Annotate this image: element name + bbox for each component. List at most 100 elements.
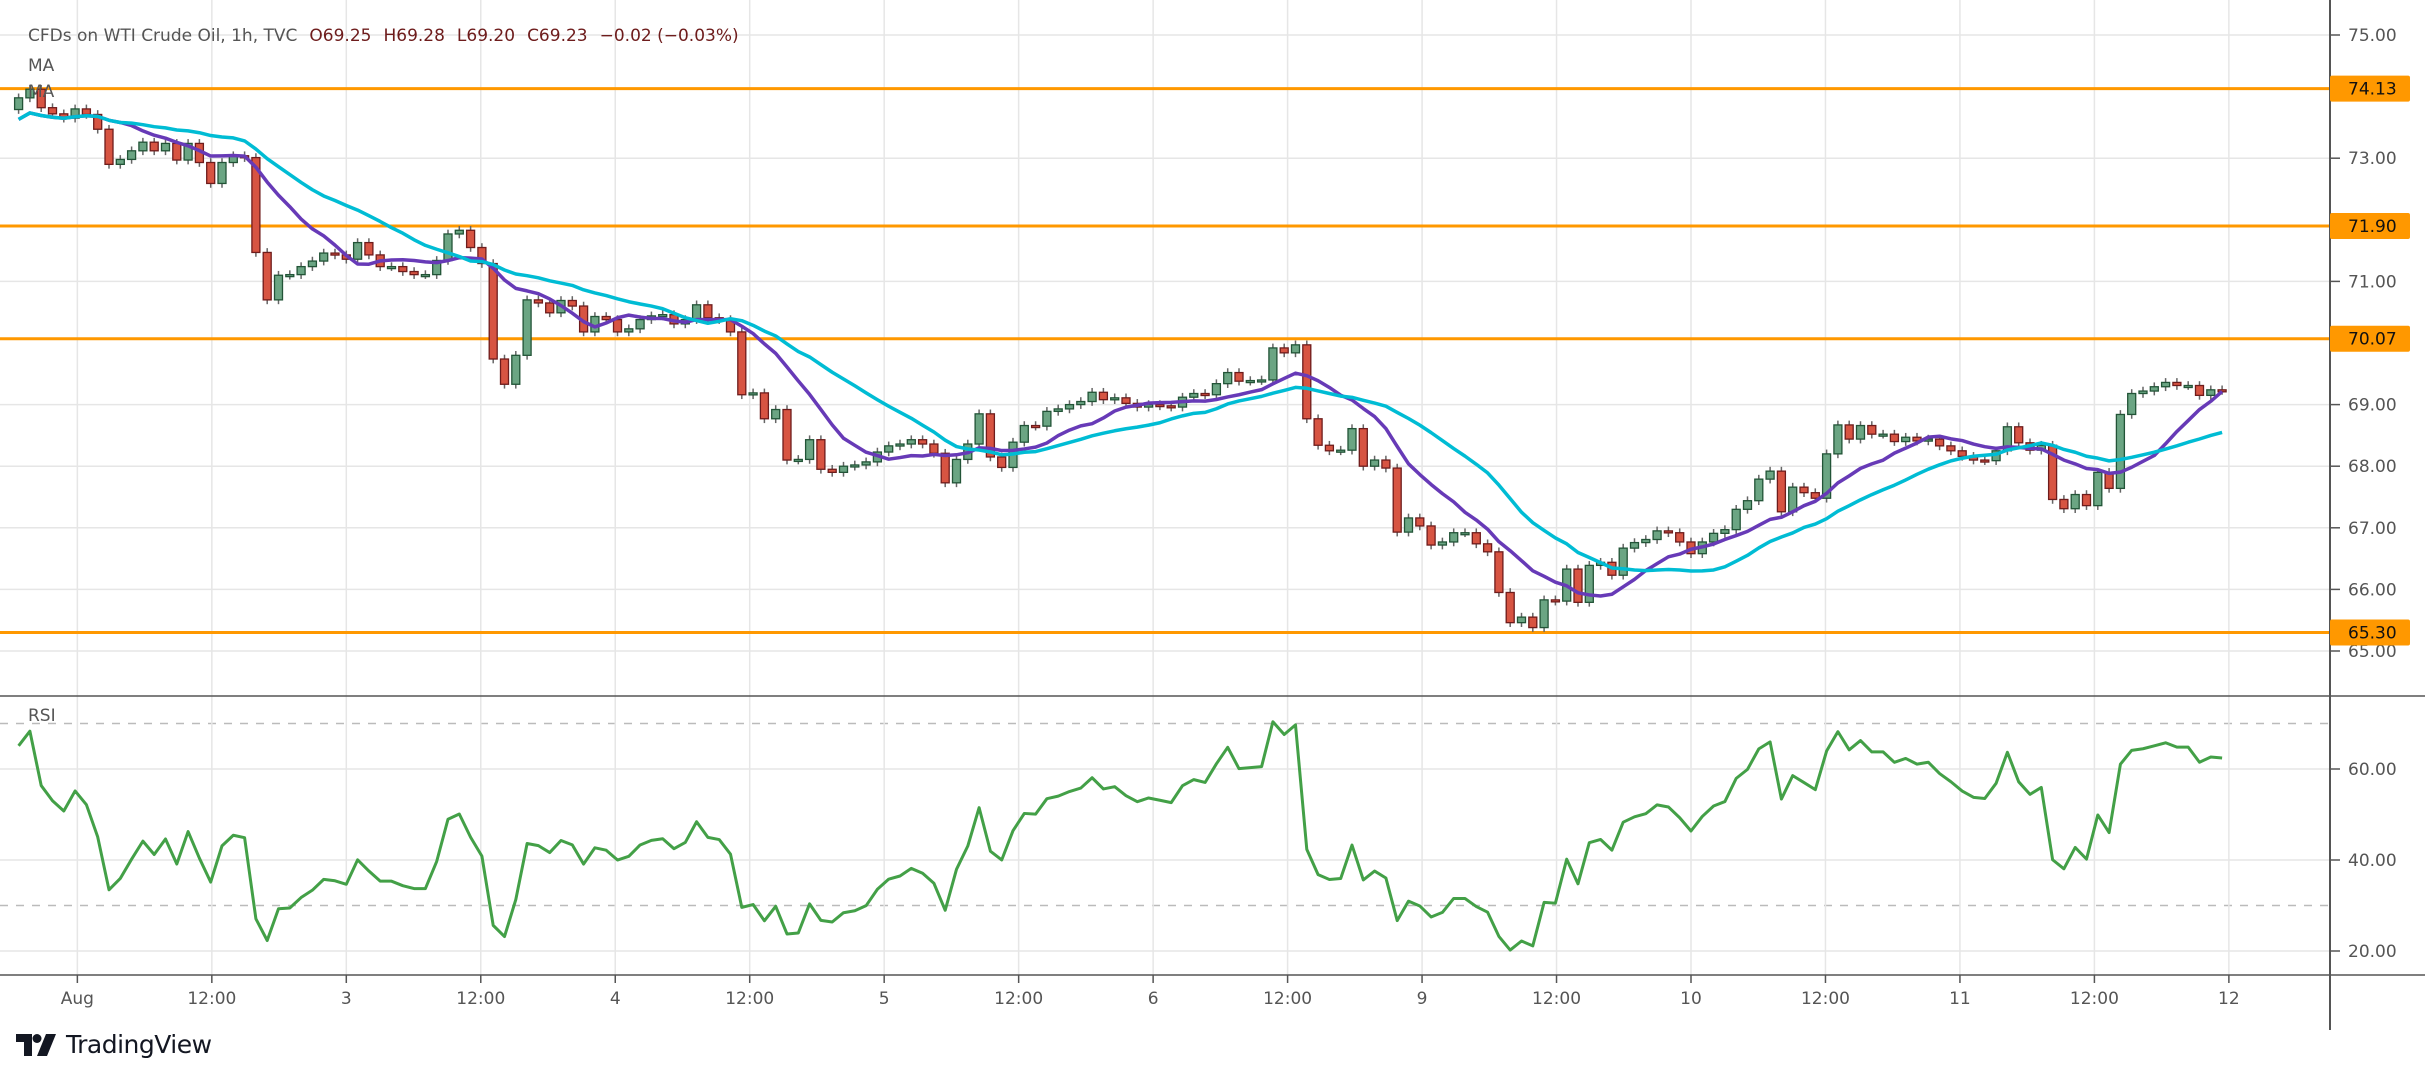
candle — [228, 151, 238, 167]
candle-body-down — [2081, 493, 2092, 507]
candle — [1754, 474, 1764, 506]
candle-body-up — [974, 413, 984, 445]
candle — [1121, 393, 1131, 408]
chart-legend: CFDs on WTI Crude Oil, 1h, TVC O69.25 H69.… — [28, 26, 739, 46]
candle-body-down — [499, 358, 510, 385]
tradingview-logo[interactable]: TradingView — [16, 1030, 212, 1059]
candle — [454, 225, 464, 239]
price-label: 66.00 — [2348, 580, 2397, 600]
candle-body-up — [126, 150, 137, 161]
ohlc-high: H69.28 — [383, 26, 445, 46]
candle — [296, 262, 306, 279]
candle-body-up — [1855, 424, 1866, 440]
candle — [1042, 407, 1052, 431]
candle-body-up — [804, 439, 815, 461]
candle-body-up — [1110, 397, 1120, 401]
candle — [748, 388, 758, 400]
candle-body-up — [1223, 371, 1233, 385]
candle-body-down — [567, 299, 577, 307]
ma-slow-legend[interactable]: MA — [28, 82, 55, 102]
candle-body-up — [386, 265, 397, 270]
candle — [895, 439, 905, 451]
candle — [126, 146, 137, 164]
candle — [1844, 420, 1854, 444]
candle — [1584, 561, 1594, 607]
candle-body-up — [1437, 541, 1448, 546]
candle-body-down — [1957, 450, 1967, 457]
candle-body-down — [1799, 486, 1809, 494]
candle-body-down — [940, 452, 950, 484]
candle — [1550, 595, 1561, 606]
candle-body-down — [465, 229, 476, 249]
candle-body-down — [1505, 591, 1515, 624]
time-label: 12 — [2218, 989, 2240, 1009]
candle — [2070, 490, 2080, 514]
ma-fast-legend[interactable]: MA — [28, 56, 55, 76]
candle — [1618, 543, 1628, 580]
candle-body-down — [1482, 543, 1493, 553]
candle-body-down — [985, 413, 996, 458]
candle — [217, 158, 227, 188]
time-label: 9 — [1417, 989, 1428, 1009]
grid — [0, 0, 2330, 975]
candle — [1980, 455, 1990, 465]
candle — [1064, 400, 1075, 414]
candle — [804, 435, 815, 464]
candle — [93, 110, 103, 134]
candle — [917, 435, 928, 449]
candle — [285, 270, 295, 280]
candle — [1889, 429, 1900, 446]
candle-body-down — [759, 392, 770, 420]
candle-body-down — [1494, 551, 1504, 594]
candle-body-down — [533, 299, 544, 304]
candle — [974, 409, 984, 449]
candle-body-down — [917, 439, 928, 445]
candle-body-up — [884, 445, 894, 453]
candle — [2059, 495, 2069, 514]
candle — [1098, 387, 1109, 404]
candle — [1946, 441, 1956, 456]
candle-body-up — [522, 299, 532, 356]
candle-body-up — [2149, 386, 2159, 392]
candle — [1675, 528, 1685, 547]
candle-body-up — [2115, 413, 2126, 490]
candle — [1720, 525, 1730, 538]
rsi-label: 60.00 — [2348, 760, 2397, 780]
symbol-title: CFDs on WTI Crude Oil, 1h, TVC — [28, 26, 298, 46]
candle-body-up — [420, 273, 431, 278]
candle — [1482, 539, 1493, 557]
candle — [499, 354, 510, 389]
candle-body-down — [1324, 444, 1335, 452]
candle — [1878, 429, 1888, 439]
candle — [1358, 424, 1368, 471]
candle — [522, 295, 532, 360]
candle-body-down — [1415, 517, 1425, 527]
price-label: 67.00 — [2348, 519, 2397, 539]
candle — [1324, 440, 1335, 456]
candle-body-down — [827, 468, 837, 474]
candle-body-up — [1053, 408, 1063, 413]
time-label: 12:00 — [1263, 989, 1312, 1009]
candle-body-up — [307, 260, 318, 268]
price-label: 71.00 — [2348, 272, 2397, 292]
candle — [1369, 455, 1380, 471]
candle-body-down — [477, 246, 487, 265]
candle — [1799, 482, 1809, 497]
candle-body-up — [13, 97, 24, 111]
candle-body-down — [1381, 459, 1391, 469]
candle-body-down — [251, 156, 261, 254]
candle — [1234, 368, 1244, 386]
ma-fast-line — [17, 111, 2224, 598]
rsi-legend[interactable]: RSI — [28, 706, 56, 726]
level-price-label: 65.30 — [2348, 624, 2397, 644]
candle — [273, 270, 284, 305]
candle-body-up — [319, 252, 329, 262]
candle-body-up — [1788, 486, 1798, 513]
candle — [2172, 378, 2182, 390]
candle — [1245, 376, 1255, 386]
candle-body-down — [149, 141, 159, 152]
candle-body-up — [1742, 500, 1753, 510]
candle-body-down — [1810, 492, 1820, 499]
price-label: 73.00 — [2348, 149, 2397, 169]
